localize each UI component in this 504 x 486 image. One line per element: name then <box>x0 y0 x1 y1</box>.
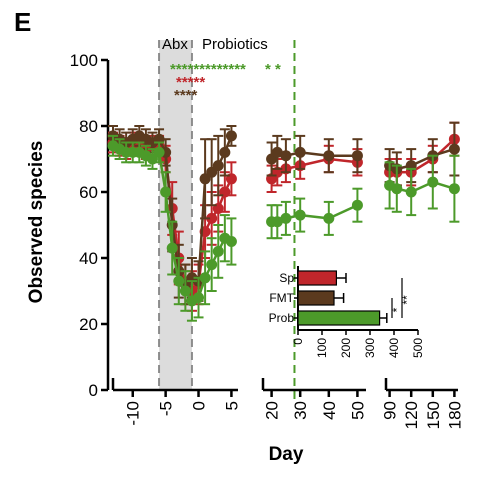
x-tick-label: 180 <box>445 401 464 429</box>
series-line-segment <box>197 178 207 282</box>
series-line-segment <box>170 247 181 282</box>
y-tick-label: 80 <box>79 117 98 136</box>
x-tick-label: 5 <box>222 401 241 410</box>
inset-x-tick-label: 100 <box>315 338 329 358</box>
data-point <box>199 272 211 284</box>
data-point <box>166 242 178 254</box>
data-point <box>323 212 335 224</box>
data-point <box>206 259 218 271</box>
data-point <box>405 186 417 198</box>
inset-x-tick-label: 300 <box>363 338 377 358</box>
data-point <box>280 212 292 224</box>
x-axis-title: Day <box>269 444 304 465</box>
main-plot-area: Abx Probiotics 0 20 40 60 80 100 -10 -5 0 5 20 30 40 50… <box>70 36 465 429</box>
inset-category-label: Sp <box>279 271 294 285</box>
x-tick-label: 50 <box>348 401 367 420</box>
data-point <box>153 146 165 158</box>
data-point <box>280 150 292 162</box>
y-axis-title: Observed species <box>26 141 47 304</box>
x-tick-label: 40 <box>320 401 339 420</box>
y-tick-label: 40 <box>79 249 98 268</box>
data-point <box>351 199 363 211</box>
inset-significance-label: ** <box>400 295 414 305</box>
inset-bar-prob <box>297 310 381 326</box>
x-tick-label: 150 <box>424 401 443 429</box>
data-point <box>351 150 363 162</box>
data-point <box>271 146 283 158</box>
y-tick-label: 60 <box>79 183 98 202</box>
series-line-segment <box>164 191 174 249</box>
data-point <box>206 212 218 224</box>
data-point <box>212 245 224 257</box>
y-tick-label: 100 <box>70 51 98 70</box>
significance-stars-sp: ***** <box>176 74 205 91</box>
data-point <box>391 183 403 195</box>
inset-significance-label: * <box>390 307 404 312</box>
y-tick-label: 0 <box>89 381 98 400</box>
data-point <box>179 285 191 297</box>
data-point <box>212 160 224 172</box>
data-point <box>294 209 306 221</box>
phase-label-probiotics: Probiotics <box>202 36 268 53</box>
inset-category-label: Prob <box>269 311 295 325</box>
data-point <box>427 176 439 188</box>
phase-label-abx: Abx <box>162 36 188 53</box>
inset-bar-fmt <box>297 290 335 306</box>
data-point <box>225 130 237 142</box>
data-point <box>225 236 237 247</box>
data-point <box>271 216 283 228</box>
data-point <box>219 146 231 158</box>
inset-category-label: FMT <box>269 291 294 305</box>
series-prob <box>107 134 460 322</box>
data-point <box>448 183 460 195</box>
data-point <box>173 275 185 287</box>
x-tick-label: 90 <box>381 401 400 420</box>
significance-stars-prob: ************* <box>170 61 246 78</box>
x-tick-label: 30 <box>291 401 310 420</box>
x-tick-label: 0 <box>190 401 209 410</box>
inset-x-tick-label: 500 <box>411 338 425 358</box>
x-tick-label: 120 <box>402 401 421 429</box>
x-tick-label: 20 <box>263 401 282 420</box>
data-point <box>294 146 306 158</box>
series-line-segment <box>170 208 181 259</box>
significance-stars-late: * * <box>265 61 281 78</box>
data-point <box>160 186 172 198</box>
abx-period-band <box>159 40 192 390</box>
inset-x-tick-label: 400 <box>387 338 401 358</box>
x-tick-label: -10 <box>124 401 143 426</box>
panel-letter: E <box>14 7 31 37</box>
x-tick-label: -5 <box>157 401 176 416</box>
inset-x-tick-label: 0 <box>291 338 305 345</box>
data-point <box>448 143 460 155</box>
data-point <box>323 150 335 162</box>
significance-stars-fmt: **** <box>174 87 198 104</box>
inset-x-tick-label: 200 <box>339 338 353 358</box>
inset-bar-sp <box>297 270 338 286</box>
data-point <box>193 292 205 304</box>
y-tick-label: 20 <box>79 315 98 334</box>
